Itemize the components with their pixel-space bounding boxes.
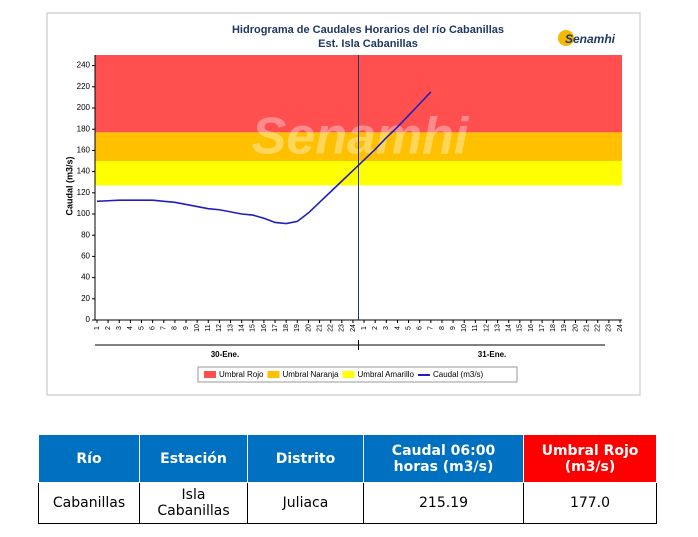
x-tick-label: 12: [483, 324, 490, 332]
cell: Juliaca: [247, 482, 364, 524]
legend-label: Caudal (m3/s): [433, 370, 484, 379]
legend-label: Umbral Rojo: [219, 370, 264, 379]
data-table: Río Estación Distrito Caudal 06:00 horas (m…: [38, 434, 657, 524]
logo: Senamhi: [565, 32, 616, 46]
x-tick-label: 22: [328, 324, 335, 332]
legend-label: Umbral Amarillo: [358, 370, 415, 379]
legend-label: Umbral Naranja: [282, 370, 339, 379]
x-tick-label: 1: [94, 326, 101, 330]
x-tick-label: 9: [183, 326, 190, 330]
x-tick-label: 4: [394, 326, 401, 330]
x-tick-label: 19: [561, 324, 568, 332]
legend-box: [197, 366, 518, 383]
x-tick-label: 15: [517, 324, 524, 332]
caudal-line: [96, 91, 432, 225]
x-tick-label: 19: [294, 324, 301, 332]
x-tick-label: 13: [227, 324, 234, 332]
x-tick-label: 17: [539, 324, 546, 332]
x-tick-label: 24: [617, 324, 624, 332]
y-tick-label: 240: [77, 61, 91, 70]
x-tick-label: 21: [316, 324, 323, 332]
x-tick-label: 23: [606, 324, 613, 332]
header-cell: Estación: [139, 434, 248, 483]
x-tick-label: 3: [383, 326, 390, 330]
x-tick-label: 6: [417, 326, 424, 330]
legend-swatch: [267, 371, 280, 378]
x-tick-label: 8: [172, 326, 179, 330]
x-tick-label: 18: [283, 324, 290, 332]
x-tick-label: 21: [583, 324, 590, 332]
x-tick-label: 24: [350, 324, 357, 332]
y-tick-label: 20: [81, 294, 90, 303]
y-tick-label: 200: [77, 103, 91, 112]
logo-sun: [558, 30, 574, 46]
x-tick-label: 20: [572, 324, 579, 332]
y-tick-label: 140: [77, 167, 91, 176]
x-tick-label: 10: [194, 324, 201, 332]
x-tick-label: 20: [305, 324, 312, 332]
x-tick-label: 9: [450, 326, 457, 330]
x-tick-label: 14: [239, 324, 246, 332]
y-tick-label: 0: [86, 315, 91, 324]
x-group-label: 30-Ene.: [211, 350, 239, 359]
y-tick-label: 180: [77, 124, 91, 133]
y-tick-label: 60: [81, 252, 90, 261]
legend-swatch: [204, 371, 216, 378]
x-tick-label: 3: [116, 326, 123, 330]
legend-swatch: [342, 371, 355, 378]
x-tick-label: 23: [339, 324, 346, 332]
x-tick-label: 7: [161, 326, 168, 330]
chart-title: Hidrograma de Caudales Horarios del río …: [232, 24, 504, 36]
header-cell: Distrito: [247, 434, 364, 483]
y-tick-label: 100: [77, 209, 91, 218]
watermark: Senamhi: [252, 108, 470, 166]
x-tick-label: 18: [550, 324, 557, 332]
x-tick-label: 14: [506, 324, 513, 332]
x-group-label: 31-Ene.: [478, 350, 506, 359]
x-tick-label: 11: [205, 324, 212, 331]
y-tick-label: 40: [81, 273, 90, 282]
x-tick-label: 16: [261, 324, 268, 332]
y-axis-label: Caudal (m3/s): [64, 156, 74, 215]
cell: 177.0: [523, 482, 657, 524]
x-tick-label: 15: [250, 324, 257, 332]
x-tick-label: 2: [105, 326, 112, 330]
y-tick-label: 80: [81, 230, 90, 239]
cell: Cabanillas: [38, 482, 140, 524]
x-tick-label: 7: [428, 326, 435, 330]
x-tick-label: 11: [472, 324, 479, 331]
x-tick-label: 10: [461, 324, 468, 332]
x-tick-label: 1: [361, 326, 368, 330]
header-cell: Umbral Rojo (m3/s): [523, 434, 657, 483]
cell: Isla Cabanillas: [139, 482, 248, 524]
x-tick-label: 4: [127, 326, 134, 330]
x-tick-label: 22: [595, 324, 602, 332]
y-tick-label: 120: [77, 188, 91, 197]
x-tick-label: 17: [272, 324, 279, 332]
x-tick-label: 8: [439, 326, 446, 330]
x-tick-label: 6: [149, 326, 156, 330]
chart: Hidrograma de Caudales Horarios del río …: [46, 12, 641, 396]
x-tick-label: 13: [494, 324, 501, 332]
chart-subtitle: Est. Isla Cabanillas: [318, 38, 418, 50]
y-tick-label: 160: [77, 146, 91, 155]
x-tick-label: 16: [528, 324, 535, 332]
x-tick-label: 2: [372, 326, 379, 330]
x-tick-label: 5: [138, 326, 145, 330]
x-tick-label: 5: [405, 326, 412, 330]
cell: 215.19: [363, 482, 524, 524]
header-cell: Río: [38, 434, 140, 483]
y-tick-label: 220: [77, 82, 91, 91]
header-cell: Caudal 06:00 horas (m3/s): [363, 434, 524, 483]
x-tick-label: 12: [216, 324, 223, 332]
